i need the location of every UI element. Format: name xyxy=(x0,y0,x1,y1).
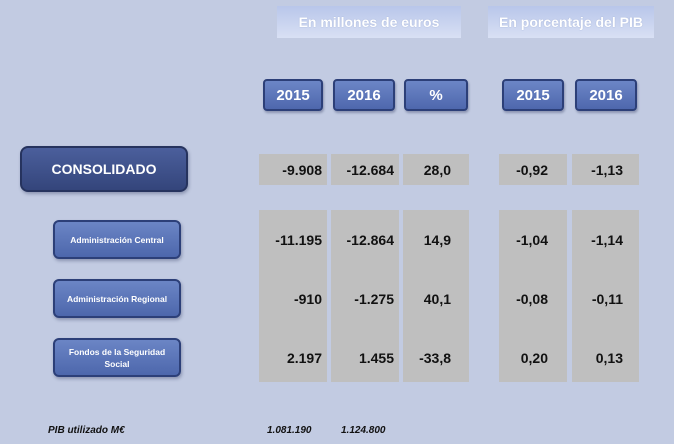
cell-seguridad-p2015: 0,20 xyxy=(520,350,548,366)
cell-seguridad-p2016: 0,13 xyxy=(595,350,623,366)
box-detail-2015 xyxy=(259,210,327,382)
cell-central-2016: -12.864 xyxy=(346,232,394,248)
cell-regional-pct: 40,1 xyxy=(423,291,451,307)
col-percent: % xyxy=(404,79,468,111)
cell-regional-2015: -910 xyxy=(293,291,322,307)
box-detail-p2016 xyxy=(572,210,639,382)
cell-consolidado-pct: 28,0 xyxy=(423,161,451,178)
cell-central-2015: -11.195 xyxy=(275,232,322,248)
cell-central-pct: 14,9 xyxy=(423,232,451,248)
cell-consolidado-p2016: -1,13 xyxy=(591,161,623,178)
row-label-administracion-central: Administración Central xyxy=(53,220,181,259)
cell-consolidado-2015: -9.908 xyxy=(282,161,322,178)
col-2016-millones: 2016 xyxy=(333,79,395,111)
box-consolidado-p2016 xyxy=(572,154,639,185)
box-consolidado-p2015 xyxy=(499,154,567,185)
cell-regional-2016: -1.275 xyxy=(354,291,394,307)
cell-central-p2016: -1,14 xyxy=(591,232,623,248)
cell-central-p2015: -1,04 xyxy=(516,232,548,248)
header-porcentaje-pib: En porcentaje del PIB xyxy=(488,6,654,38)
cell-regional-p2015: -0,08 xyxy=(516,291,548,307)
header-millones-euros: En millones de euros xyxy=(277,6,461,38)
row-label-administracion-regional: Administración Regional xyxy=(53,279,181,318)
box-consolidado-pct xyxy=(403,154,469,185)
row-label-consolidado: CONSOLIDADO xyxy=(20,146,188,192)
col-2016-pib: 2016 xyxy=(575,79,637,111)
cell-seguridad-pct: -33,8 xyxy=(419,350,451,366)
cell-seguridad-2015: 2.197 xyxy=(286,350,322,366)
box-consolidado-2015 xyxy=(259,154,327,185)
footer-pib-2016: 1.124.800 xyxy=(341,425,386,436)
cell-regional-p2016: -0,11 xyxy=(591,291,623,307)
row-label-fondos-seguridad-social: Fondos de la Seguridad Social xyxy=(53,338,181,377)
cell-seguridad-2016: 1.455 xyxy=(358,350,394,366)
box-detail-2016 xyxy=(331,210,399,382)
cell-consolidado-p2015: -0,92 xyxy=(516,161,548,178)
box-consolidado-2016 xyxy=(331,154,399,185)
footer-pib-2015: 1.081.190 xyxy=(267,425,312,436)
box-detail-p2015 xyxy=(499,210,567,382)
col-2015-pib: 2015 xyxy=(502,79,564,111)
footer-pib-label: PIB utilizado M€ xyxy=(48,425,125,436)
col-2015-millones: 2015 xyxy=(263,79,323,111)
cell-consolidado-2016: -12.684 xyxy=(346,161,394,178)
box-detail-pct xyxy=(403,210,469,382)
